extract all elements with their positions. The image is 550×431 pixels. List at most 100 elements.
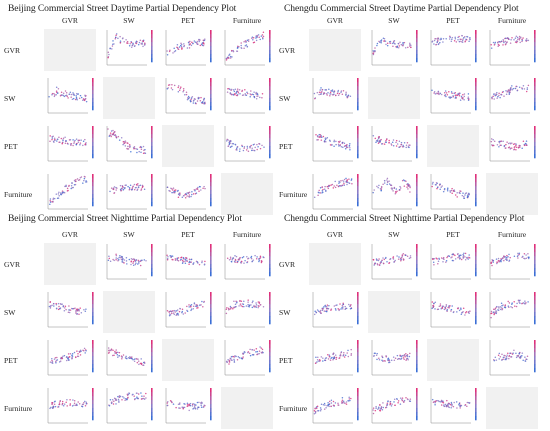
scatter-point: [203, 301, 205, 304]
colorbar-segment: [357, 190, 359, 195]
scatter-point: [201, 260, 203, 262]
scatter-point: [81, 403, 84, 406]
scatter-point: [445, 303, 448, 306]
axis-lines: [224, 292, 265, 328]
scatter-point: [326, 94, 328, 96]
scatter-point: [200, 304, 202, 306]
colorbar-segment: [357, 154, 359, 159]
scatter-point: [405, 359, 407, 361]
scatter-point: [343, 401, 345, 404]
scatter-point: [450, 310, 452, 312]
scatter-point: [316, 309, 319, 311]
colorbar-segment: [151, 340, 153, 345]
scatter-point: [120, 136, 123, 139]
scatter-point: [115, 189, 117, 191]
scatter-point: [196, 100, 199, 102]
scatter-point: [403, 399, 406, 402]
scatter-point: [504, 43, 507, 46]
scatter-point: [381, 359, 383, 362]
scatter-point: [504, 256, 507, 258]
scatter-point: [247, 301, 249, 303]
scatter-point: [191, 405, 194, 407]
scatter-point: [84, 400, 86, 403]
scatter-point: [251, 348, 254, 351]
colorbar-segment: [151, 146, 153, 151]
scatter-point: [403, 185, 406, 187]
scatter-point: [389, 404, 391, 406]
scatter-point: [236, 88, 239, 90]
scatter-point: [124, 140, 127, 142]
scatter-point: [79, 142, 82, 144]
scatter-point: [434, 301, 437, 304]
scatter-point: [384, 40, 387, 42]
scatter-point: [314, 407, 316, 409]
scatter-point: [107, 128, 109, 130]
scatter-point: [391, 403, 393, 405]
scatter-point: [402, 41, 404, 44]
scatter-point: [75, 180, 77, 183]
scatter-point: [491, 144, 493, 146]
scatter-point: [382, 183, 384, 185]
colorbar-segment: [475, 78, 477, 83]
scatter-point: [182, 313, 185, 315]
scatter-point: [236, 94, 239, 97]
scatter-point: [230, 357, 232, 360]
scatter-point: [512, 87, 515, 90]
scatter-point: [450, 401, 453, 404]
scatter-point: [448, 406, 450, 409]
pdp-cell-pet-furniture: [224, 126, 271, 162]
scatter-point: [350, 307, 353, 310]
scatter-point: [197, 43, 199, 45]
scatter-point: [251, 301, 254, 304]
scatter-point: [174, 309, 176, 312]
scatter-point: [391, 187, 394, 190]
scatter-point: [457, 38, 459, 41]
scatter-point: [48, 305, 51, 308]
colorbar-segment: [151, 392, 153, 397]
column-label: SW: [388, 230, 400, 239]
pdp-cell-sw-gvr: [312, 78, 359, 114]
scatter-point: [314, 97, 316, 100]
scatter-point: [229, 256, 232, 258]
scatter-point: [49, 361, 52, 363]
scatter-point: [140, 362, 143, 365]
scatter-point: [246, 261, 248, 264]
scatter-point: [259, 346, 261, 348]
axis-lines: [489, 126, 530, 162]
scatter-point: [170, 255, 173, 257]
scatter-point: [128, 189, 131, 191]
scatter-point: [506, 259, 508, 262]
scatter-point: [80, 311, 83, 314]
scatter-point: [459, 99, 462, 101]
scatter-point: [112, 349, 114, 351]
colorbar-segment: [210, 392, 212, 397]
colorbar-segment: [151, 360, 153, 365]
colorbar-segment: [416, 396, 418, 401]
scatter-point: [235, 92, 237, 94]
scatter-point: [497, 43, 500, 46]
empty-diagonal-cell: [162, 125, 214, 167]
scatter-point: [82, 182, 84, 184]
scatter-point: [178, 46, 181, 48]
scatter-point: [341, 142, 344, 145]
scatter-point: [135, 258, 138, 261]
scatter-point: [318, 93, 320, 96]
scatter-point: [515, 35, 518, 37]
scatter-point: [460, 95, 463, 98]
scatter-point: [320, 356, 323, 358]
scatter-point: [124, 145, 127, 147]
scatter-point: [392, 356, 395, 358]
scatter-point: [383, 143, 386, 145]
scatter-point: [403, 400, 405, 403]
scatter-point: [53, 95, 56, 98]
colorbar-segment: [416, 244, 418, 249]
scatter-point: [83, 401, 85, 404]
scatter-point: [434, 402, 436, 404]
scatter-point: [466, 256, 468, 259]
scatter-point: [177, 196, 180, 198]
colorbar-segment: [534, 320, 536, 325]
scatter-point: [490, 312, 493, 314]
scatter-point: [78, 97, 81, 99]
scatter-point: [229, 258, 232, 260]
scatter-point: [173, 47, 175, 49]
